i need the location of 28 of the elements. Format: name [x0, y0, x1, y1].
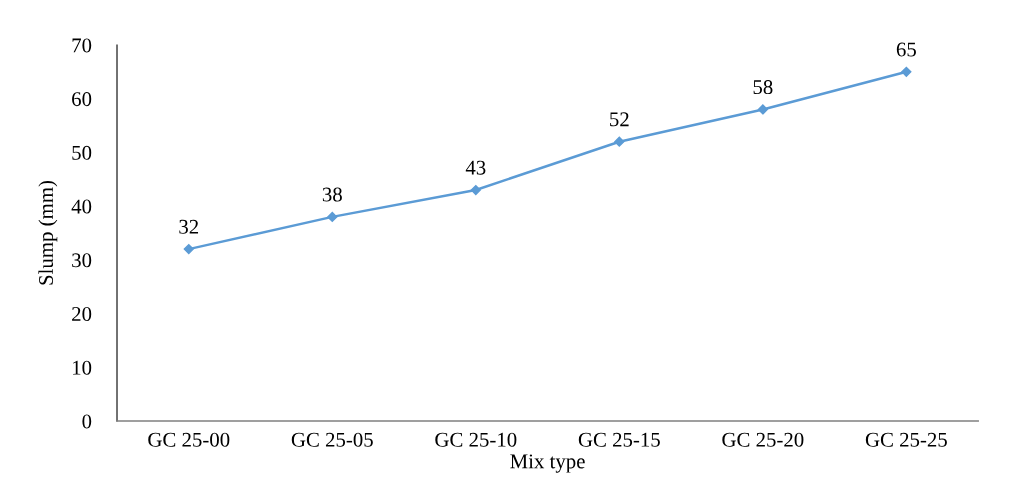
- x-tick-label: GC 25-15: [578, 432, 660, 447]
- point: [327, 211, 338, 223]
- point: [470, 184, 481, 196]
- y-tick-label: 20: [72, 306, 92, 322]
- data-label: 38: [322, 187, 342, 202]
- point: [183, 244, 194, 255]
- y-tick-label: 40: [71, 199, 92, 214]
- x-tick-label: GC 25-25: [865, 432, 947, 447]
- x-tick-label: GC 25-10: [435, 432, 517, 447]
- x-tick-label: GC 25-00: [148, 432, 230, 447]
- point: [614, 136, 625, 147]
- y-tick-label: 60: [72, 92, 92, 107]
- x-tick-label: GC 25-05: [291, 432, 373, 447]
- y-tick-label: 30: [72, 253, 92, 268]
- x-tick-label: GC 25-20: [722, 432, 804, 447]
- data-label: 43: [465, 160, 486, 175]
- y-tick-label: 0: [82, 414, 92, 429]
- point: [901, 66, 912, 77]
- data-label: 65: [896, 42, 916, 57]
- y-tick-label: 70: [72, 38, 92, 53]
- y-axis-title: Slump (mm): [38, 180, 58, 285]
- data-label: 32: [179, 219, 199, 234]
- data-label: 52: [610, 112, 629, 127]
- data-label: 58: [753, 80, 773, 95]
- y-tick-label: 50: [72, 145, 92, 160]
- point: [757, 104, 768, 115]
- x-axis-title: Mix type: [510, 454, 585, 473]
- y-tick-label: 10: [73, 360, 92, 375]
